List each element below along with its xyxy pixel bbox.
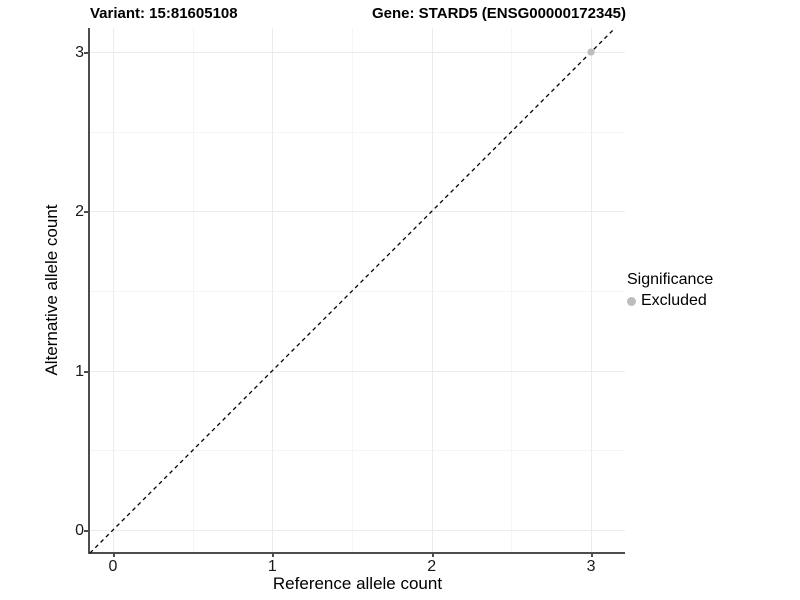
gridline-y-minor (90, 450, 625, 452)
gridline-y-minor (90, 131, 625, 133)
legend: Significance Excluded (627, 271, 713, 310)
y-axis-line (88, 28, 90, 554)
identity-dashed-line (89, 27, 616, 554)
gridline-x-minor (511, 28, 513, 553)
plot-title-variant: Variant: 15:81605108 (90, 5, 238, 22)
y-tick-label: 1 (75, 362, 84, 380)
y-tick-mark (84, 370, 88, 373)
data-point-excluded (587, 48, 595, 56)
x-tick-mark (431, 553, 434, 557)
y-tick-label: 2 (75, 203, 84, 221)
gridline-y-major (90, 530, 625, 532)
legend-item-excluded[interactable]: Excluded (627, 292, 713, 310)
x-tick-label: 2 (427, 558, 437, 575)
gridline-y-minor (90, 291, 625, 293)
y-tick-mark (84, 211, 88, 214)
plot-title-gene: Gene: STARD5 (ENSG00000172345) (372, 5, 627, 22)
y-tick-label: 0 (75, 522, 84, 540)
gridline-y-major (90, 370, 625, 372)
legend-item-label: Excluded (641, 292, 707, 309)
y-tick-mark (84, 52, 88, 55)
gridline-x-major (431, 28, 433, 553)
x-tick-label: 3 (586, 558, 596, 575)
x-tick-label: 0 (108, 558, 118, 575)
gridline-x-major (112, 28, 114, 553)
x-tick-label: 1 (267, 558, 277, 575)
y-tick-label: 3 (75, 44, 84, 62)
x-tick-mark (591, 553, 594, 557)
x-tick-mark (112, 553, 115, 557)
gridline-x-major (591, 28, 593, 553)
gridline-y-major (90, 211, 625, 213)
x-tick-mark (272, 553, 275, 557)
gridline-y-major (90, 52, 625, 54)
gridline-x-minor (192, 28, 194, 553)
plot-panel (90, 28, 625, 553)
legend-key-point-icon (627, 296, 636, 306)
x-axis-title: Reference allele count (272, 574, 443, 593)
x-axis-line (88, 552, 625, 554)
y-tick-mark (84, 530, 88, 533)
legend-title: Significance (627, 271, 714, 288)
gridline-x-major (272, 28, 274, 553)
